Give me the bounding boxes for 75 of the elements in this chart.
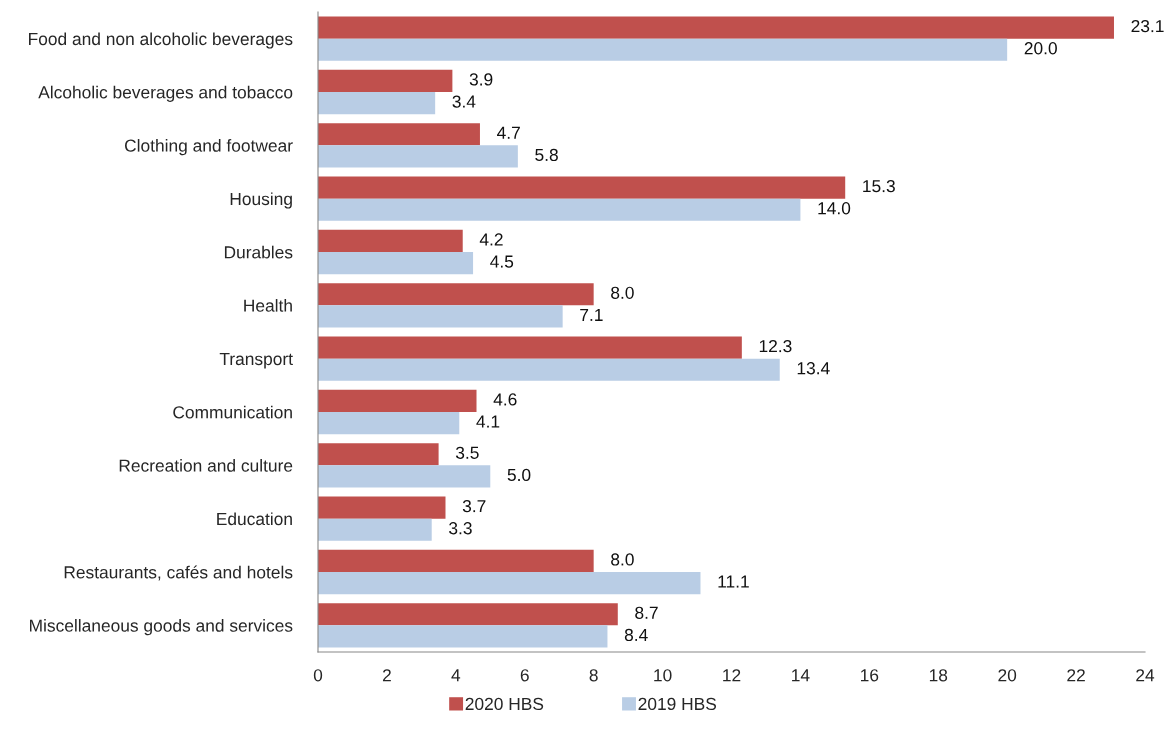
x-tick-label: 0 [313,669,323,682]
data-label: 4.5 [490,255,514,268]
data-label: 8.7 [635,606,658,619]
y-tick-label: Clothing and footwear [125,139,293,156]
y-tick-label: Housing [230,192,292,209]
data-label: 20.0 [1024,42,1057,55]
bar [318,336,742,359]
data-label: 8.4 [624,628,648,642]
data-label: 4.2 [479,233,503,246]
bar [318,198,801,221]
bar [318,305,563,328]
bar [318,92,436,115]
legend-label: 2020 HBS [465,697,544,711]
x-tick-label: 16 [861,669,879,682]
data-label: 3.3 [449,522,472,535]
bar [318,252,474,275]
x-tick-label: 22 [1067,669,1085,682]
data-label: 8.0 [611,286,634,299]
bar [318,625,608,648]
data-label: 3.4 [452,95,476,108]
x-tick-label: 18 [929,669,948,682]
bar [318,229,463,252]
y-tick-label: Recreation and culture [119,459,293,472]
y-tick-label: Education [217,512,292,526]
x-tick-label: 24 [1136,669,1155,682]
bar [318,16,1114,39]
data-label: 13.4 [797,362,830,375]
x-tick-label: 6 [520,669,529,682]
data-label: 3.9 [469,73,493,86]
bar [318,603,618,626]
bar [318,518,432,541]
data-label: 7.1 [580,308,603,321]
data-label: 12.3 [759,339,792,353]
bar [318,412,460,435]
data-label: 4.7 [497,126,520,139]
data-label: 4.1 [476,415,500,428]
y-tick-label: Communication [173,405,292,419]
y-tick-label: Miscellaneous goods and services [30,619,293,636]
data-label: 5.0 [507,468,531,482]
y-tick-label: Food and non alcoholic beverages [29,32,293,49]
bar [318,465,491,488]
data-label: 8.0 [611,553,634,566]
x-tick-label: 14 [792,669,810,682]
x-tick-label: 2 [382,669,391,682]
bar [318,283,594,306]
data-label: 4.6 [493,393,517,406]
x-tick-label: 4 [451,669,461,682]
bar [318,358,780,381]
data-label: 3.5 [455,446,479,459]
data-label: 14.0 [818,202,851,215]
data-label: 11.1 [718,575,749,588]
x-tick-label: 8 [589,669,598,682]
bar [318,145,518,168]
y-tick-label: Restaurants, cafés and hotels [64,565,293,581]
bar [318,572,701,595]
legend-label: 2019 HBS [638,697,717,711]
x-tick-label: 10 [654,669,672,682]
bar [318,123,480,146]
data-label: 23.1 [1131,19,1164,33]
y-tick-label: Health [244,299,292,312]
bar [318,176,846,199]
y-tick-label: Alcoholic beverages and tobacco [38,85,293,102]
bar [318,69,453,92]
y-tick-label: Durables [224,245,293,259]
data-label: 5.8 [535,148,558,162]
bar [318,38,1008,61]
data-label: 3.7 [462,499,486,513]
bar [318,389,477,412]
bar [318,496,446,519]
x-tick-label: 12 [723,669,741,682]
x-tick-label: 20 [998,669,1017,682]
bar [318,443,439,466]
y-tick-label: Transport [219,353,293,369]
data-label: 15.3 [863,179,895,193]
bar [318,549,594,572]
